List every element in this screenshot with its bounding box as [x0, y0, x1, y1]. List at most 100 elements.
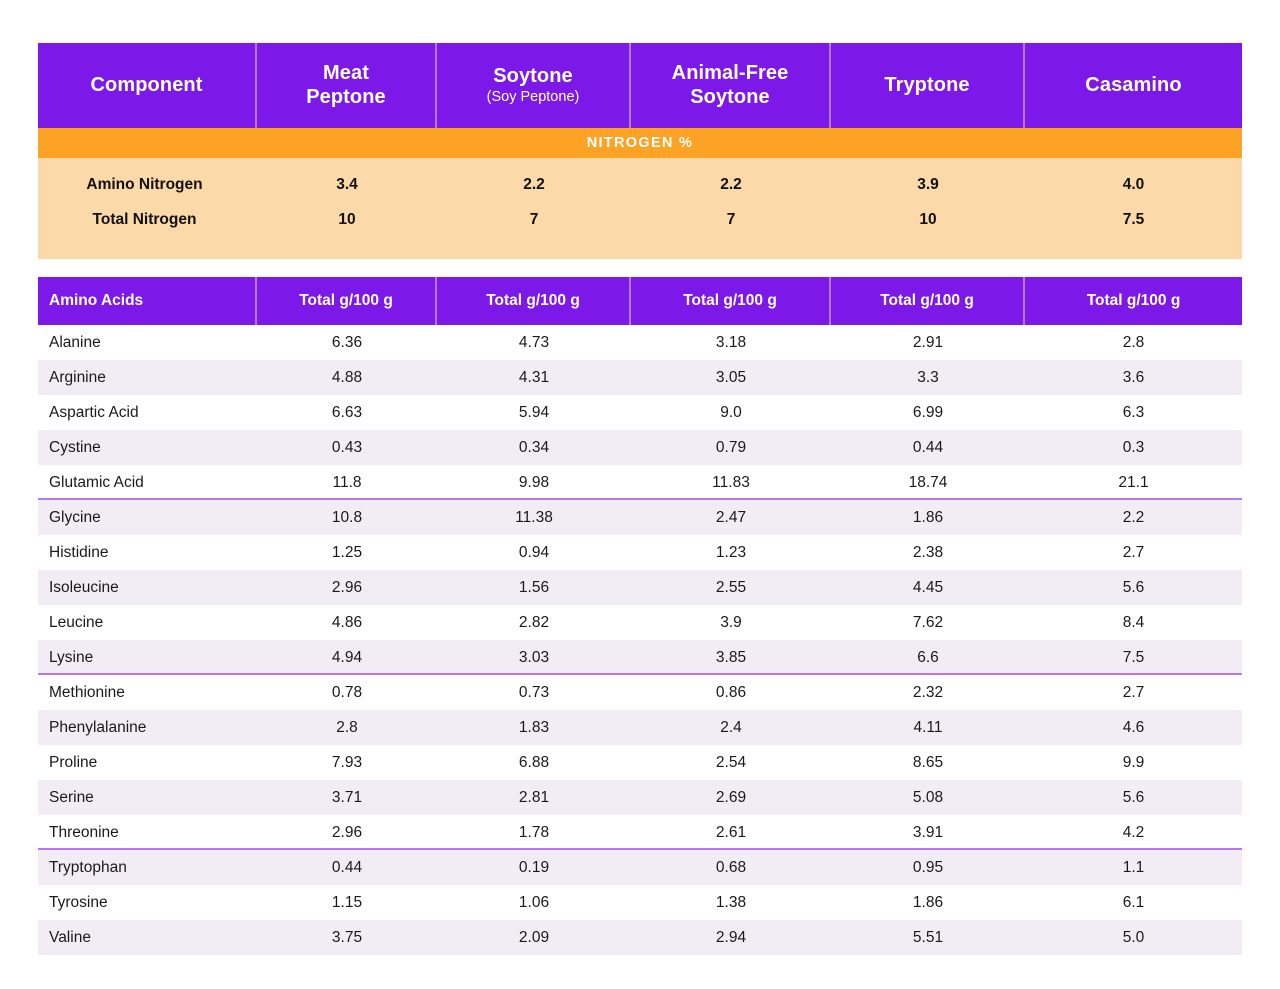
row-label: Arginine — [49, 368, 106, 386]
cell-value: 3.71 — [331, 788, 363, 806]
header-sublabel-soytone: (Soy Peptone) — [486, 89, 580, 106]
header-label-unit: Total g/100 g — [683, 292, 777, 309]
cell-value: 0.3 — [1122, 438, 1145, 456]
cell-value: 2.2 — [523, 175, 545, 193]
row-label: Isoleucine — [49, 578, 119, 596]
cell-value: 21.1 — [1118, 473, 1149, 491]
cell-value: 2.91 — [912, 333, 944, 351]
header-label-soytone: Soytone — [493, 65, 573, 87]
cell-value: 3.03 — [518, 648, 550, 666]
cell-value: 10 — [338, 210, 356, 228]
cell-value: 2.96 — [331, 578, 363, 596]
header-label-unit: Total g/100 g — [299, 292, 393, 309]
cell-value: 9.98 — [518, 473, 550, 491]
table-row: Phenylalanine 2.8 1.83 2.4 4.11 4.6 — [38, 710, 1242, 745]
cell-value: 2.7 — [1122, 683, 1145, 701]
cell-value: 4.11 — [913, 718, 943, 736]
cell-value: 4.94 — [331, 648, 363, 666]
header-label-animal-free-line2: Soytone — [690, 85, 770, 108]
row-label: Phenylalanine — [49, 718, 147, 736]
header-cell-amino-acids: Amino Acids — [38, 277, 257, 325]
cell-value: 4.86 — [331, 613, 363, 631]
cell-value: 2.4 — [720, 718, 742, 736]
cell-value: 0.94 — [518, 543, 550, 561]
header-cell-unit-animal-free-soytone: Total g/100 g — [631, 277, 831, 325]
cell-value: 0.44 — [331, 858, 363, 876]
cell-value: 9.0 — [720, 403, 742, 421]
table-row: Threonine 2.96 1.78 2.61 3.91 4.2 — [38, 815, 1242, 850]
table-row: Glutamic Acid 11.8 9.98 11.83 18.74 21.1 — [38, 465, 1242, 500]
amino-acids-body: Alanine 6.36 4.73 3.18 2.91 2.8 Arginine 4.88 4.… — [38, 325, 1242, 955]
cell-value: 2.7 — [1122, 543, 1145, 561]
cell-value: 5.08 — [912, 788, 944, 806]
table-row: Arginine 4.88 4.31 3.05 3.3 3.6 — [38, 360, 1242, 395]
cell-value: 6.63 — [331, 403, 363, 421]
header-cell-unit-meat-peptone: Total g/100 g — [257, 277, 437, 325]
cell-value: 5.6 — [1122, 578, 1145, 596]
cell-value: 6.3 — [1122, 403, 1145, 421]
cell-value: 11.83 — [712, 473, 750, 491]
row-label: Tyrosine — [49, 893, 108, 911]
cell-value: 1.15 — [331, 893, 363, 911]
cell-value: 8.4 — [1122, 613, 1145, 631]
table-row: Alanine 6.36 4.73 3.18 2.91 2.8 — [38, 325, 1242, 360]
cell-value: 1.06 — [518, 893, 550, 911]
row-label: Lysine — [49, 648, 94, 666]
cell-value: 2.8 — [336, 718, 358, 736]
table-row: Glycine 10.8 11.38 2.47 1.86 2.2 — [38, 500, 1242, 535]
row-label: Serine — [49, 788, 94, 806]
cell-value: 2.54 — [715, 753, 747, 771]
nitrogen-section-band: NITROGEN % — [38, 128, 1242, 158]
cell-value: 4.88 — [331, 368, 363, 386]
cell-value: 2.32 — [912, 683, 944, 701]
cell-value: 0.78 — [331, 683, 363, 701]
cell-value: 5.0 — [1122, 928, 1145, 946]
cell-value: 2.09 — [518, 928, 550, 946]
cell-value: 3.9 — [917, 175, 939, 193]
cell-value: 1.86 — [912, 508, 944, 526]
row-label: Glycine — [49, 508, 101, 526]
table-row: Isoleucine 2.96 1.56 2.55 4.45 5.6 — [38, 570, 1242, 605]
cell-value: 1.1 — [1122, 858, 1145, 876]
cell-value: 18.74 — [908, 473, 948, 491]
cell-value: 1.23 — [715, 543, 747, 561]
cell-value: 11.38 — [515, 508, 553, 526]
cell-value: 7.5 — [1122, 210, 1145, 228]
row-label: Aspartic Acid — [49, 403, 139, 421]
cell-value: 7.5 — [1122, 648, 1145, 666]
table-row: Tyrosine 1.15 1.06 1.38 1.86 6.1 — [38, 885, 1242, 920]
cell-value: 7 — [726, 210, 736, 228]
cell-value: 2.69 — [715, 788, 747, 806]
cell-value: 3.9 — [720, 613, 742, 631]
nitrogen-section-label: NITROGEN % — [586, 135, 694, 151]
nitrogen-section-body: Amino Nitrogen 3.4 2.2 2.2 3.9 4.0 Total… — [38, 158, 1242, 259]
cell-value: 3.05 — [715, 368, 747, 386]
cell-value: 3.18 — [715, 333, 747, 351]
header-label-meat-peptone-line2: Peptone — [306, 85, 386, 108]
header-label-unit: Total g/100 g — [486, 292, 580, 309]
table-row: Leucine 4.86 2.82 3.9 7.62 8.4 — [38, 605, 1242, 640]
row-label: Valine — [49, 928, 91, 946]
cell-value: 4.0 — [1122, 175, 1145, 193]
section-spacer — [38, 259, 1242, 277]
header-cell-tryptone: Tryptone — [831, 43, 1025, 128]
row-label: Threonine — [49, 823, 119, 841]
table-row: Aspartic Acid 6.63 5.94 9.0 6.99 6.3 — [38, 395, 1242, 430]
table-row: Valine 3.75 2.09 2.94 5.51 5.0 — [38, 920, 1242, 955]
header-cell-unit-tryptone: Total g/100 g — [831, 277, 1025, 325]
cell-value: 10 — [919, 210, 937, 228]
cell-value: 1.56 — [518, 578, 550, 596]
row-label: Leucine — [49, 613, 104, 631]
cell-value: 2.2 — [720, 175, 742, 193]
cell-value: 2.94 — [715, 928, 747, 946]
header-cell-unit-soytone: Total g/100 g — [437, 277, 631, 325]
cell-value: 2.61 — [715, 823, 747, 841]
row-label: Histidine — [49, 543, 109, 561]
cell-value: 0.68 — [715, 858, 747, 876]
cell-value: 2.81 — [518, 788, 550, 806]
cell-value: 3.3 — [917, 368, 939, 386]
row-label: Cystine — [49, 438, 101, 456]
cell-value: 0.73 — [518, 683, 550, 701]
table-row: Cystine 0.43 0.34 0.79 0.44 0.3 — [38, 430, 1242, 465]
